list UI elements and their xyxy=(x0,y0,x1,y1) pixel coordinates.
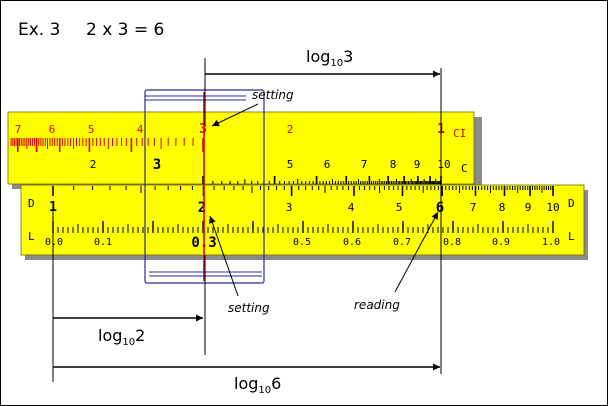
setting-bottom-arrow xyxy=(209,215,239,297)
d-label-5: 5 xyxy=(396,201,403,214)
log6-label: log106 xyxy=(234,374,281,396)
l-label-1-0: 1.0 xyxy=(542,237,560,248)
setting-bottom-label: setting xyxy=(228,301,270,315)
ci-label-4: 4 xyxy=(137,123,144,136)
l-label-0-8: 0.8 xyxy=(443,237,461,248)
c-label-8: 8 xyxy=(390,158,397,171)
ci-scale-name: CI xyxy=(453,127,466,140)
d-scale-labels: D 1 2 3 4 5 6 7 8 9 10 D xyxy=(28,197,575,216)
l-label-0-5: 0.5 xyxy=(293,237,311,248)
l-scale-name-left: L xyxy=(28,230,35,243)
reading-arrow xyxy=(394,211,439,293)
d-label-1: 1 xyxy=(49,200,57,215)
d-label-7: 7 xyxy=(470,201,477,214)
c-label-3: 3 xyxy=(153,157,161,173)
d-label-3: 3 xyxy=(286,201,293,214)
ci-label-3: 3 xyxy=(199,122,207,137)
c-scale-name: C xyxy=(461,162,468,175)
l-scale-name-right: L xyxy=(568,230,575,243)
d-label-10: 10 xyxy=(546,201,559,214)
l-label-0-7: 0.7 xyxy=(393,237,411,248)
reading-label: reading xyxy=(354,298,400,312)
setting-top-label: setting xyxy=(252,88,294,102)
l-label-0-1: 0.1 xyxy=(94,237,112,248)
d-label-6: 6 xyxy=(436,200,444,216)
ci-scale-ticks xyxy=(10,138,204,152)
c-label-9: 9 xyxy=(414,158,421,171)
ci-label-2: 2 xyxy=(287,123,294,136)
d-scale-ticks xyxy=(52,186,554,196)
d-scale-name-right: D xyxy=(568,197,575,210)
d-label-2: 2 xyxy=(198,200,206,216)
ci-label-6: 6 xyxy=(49,123,56,136)
l-label-0-9: 0.9 xyxy=(492,237,510,248)
d-scale-name-left: D xyxy=(28,197,35,210)
setting-top-arrow xyxy=(211,103,259,127)
d-label-9: 9 xyxy=(525,201,532,214)
c-label-7: 7 xyxy=(361,158,368,171)
l-label-0-6: 0.6 xyxy=(343,237,361,248)
c-label-6: 6 xyxy=(324,158,331,171)
d-label-4: 4 xyxy=(348,201,355,214)
c-label-2: 2 xyxy=(90,158,97,171)
ci-label-7: 7 xyxy=(15,123,22,136)
log3-label: log103 xyxy=(306,47,353,69)
stator-body xyxy=(20,184,585,256)
l-label-0-0: 0.0 xyxy=(45,237,63,248)
c-label-5: 5 xyxy=(287,158,294,171)
c-label-10: 10 xyxy=(437,158,450,171)
slide-body xyxy=(7,111,475,185)
example-label: Ex. 3 xyxy=(18,20,60,40)
equation-label: 2 x 3 = 6 xyxy=(86,20,164,40)
d-label-8: 8 xyxy=(499,201,506,214)
log2-label: log102 xyxy=(98,326,145,348)
ci-label-5: 5 xyxy=(88,123,95,136)
